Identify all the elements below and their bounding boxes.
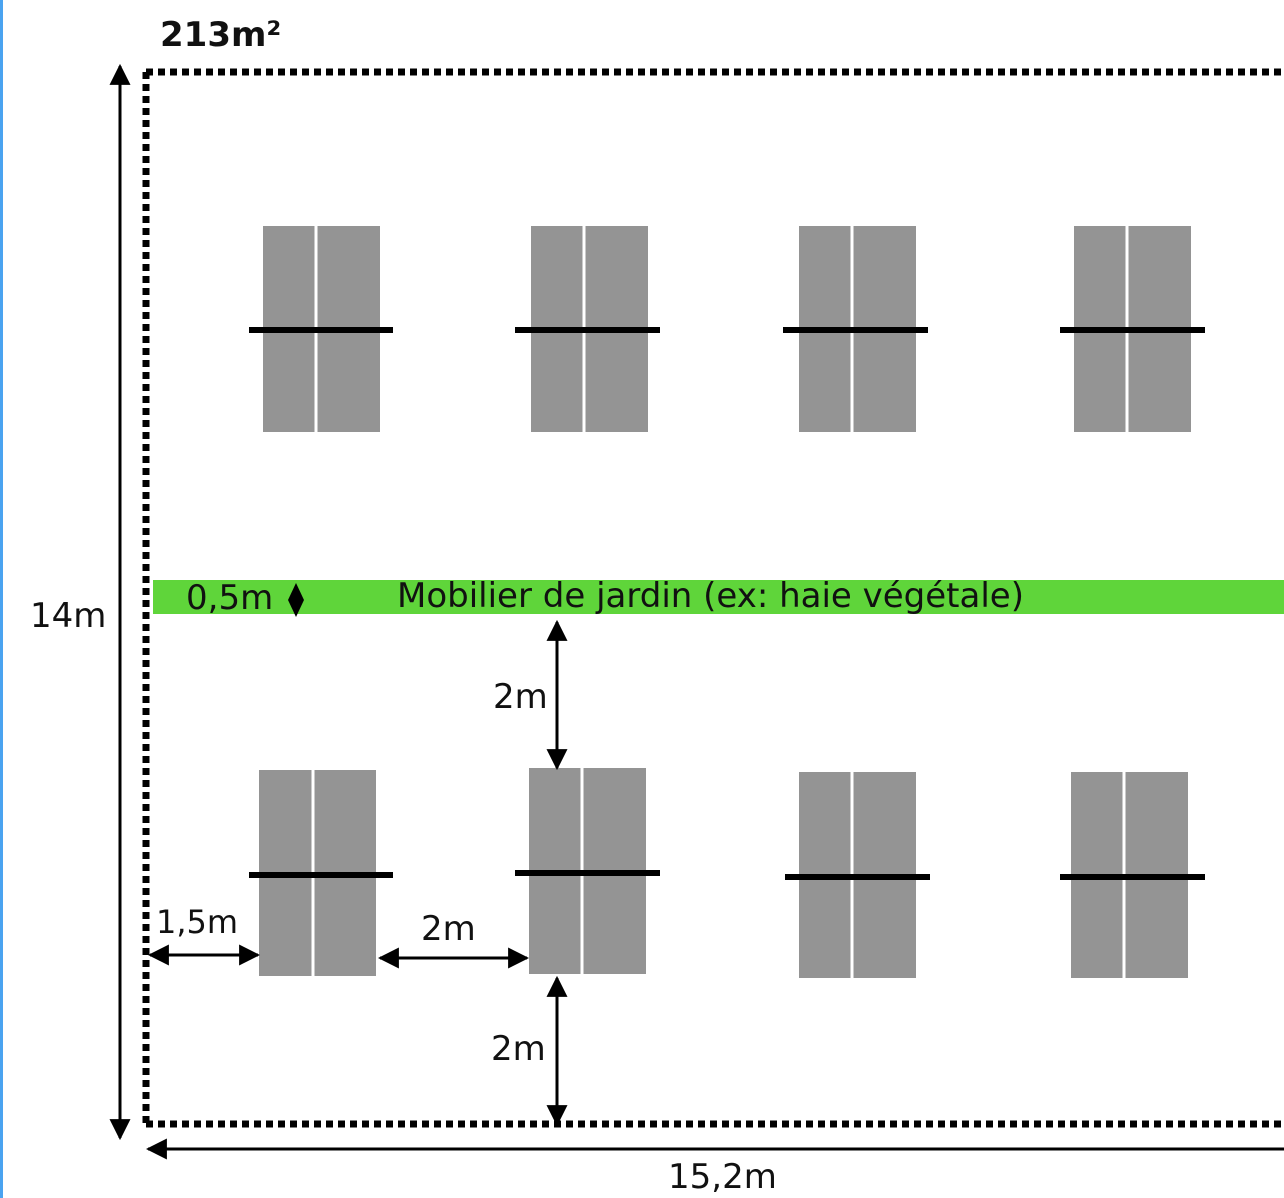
hedge-thickness-label: 0,5m <box>186 578 273 618</box>
area-label: 213m² <box>160 15 281 55</box>
hedge-band <box>153 580 1284 614</box>
table-group <box>785 772 930 978</box>
height-label: 14m <box>30 596 106 636</box>
table-group <box>783 226 928 432</box>
table-group <box>1060 226 1205 432</box>
table-group <box>515 768 660 974</box>
table-gap-label: 2m <box>421 909 476 949</box>
table-group <box>515 226 660 432</box>
table-group <box>249 770 393 976</box>
left-margin-label: 1,5m <box>156 903 238 941</box>
plot-boundary <box>142 68 1284 1128</box>
hedge-to-row-label: 2m <box>493 677 548 717</box>
hedge-thickness-marker <box>288 583 304 617</box>
table-group <box>249 226 393 432</box>
row-to-bottom-label: 2m <box>491 1029 546 1069</box>
hedge-label: Mobilier de jardin (ex: haie végétale) <box>397 576 1024 616</box>
table-group <box>1060 772 1205 978</box>
width-label: 15,2m <box>668 1157 777 1197</box>
